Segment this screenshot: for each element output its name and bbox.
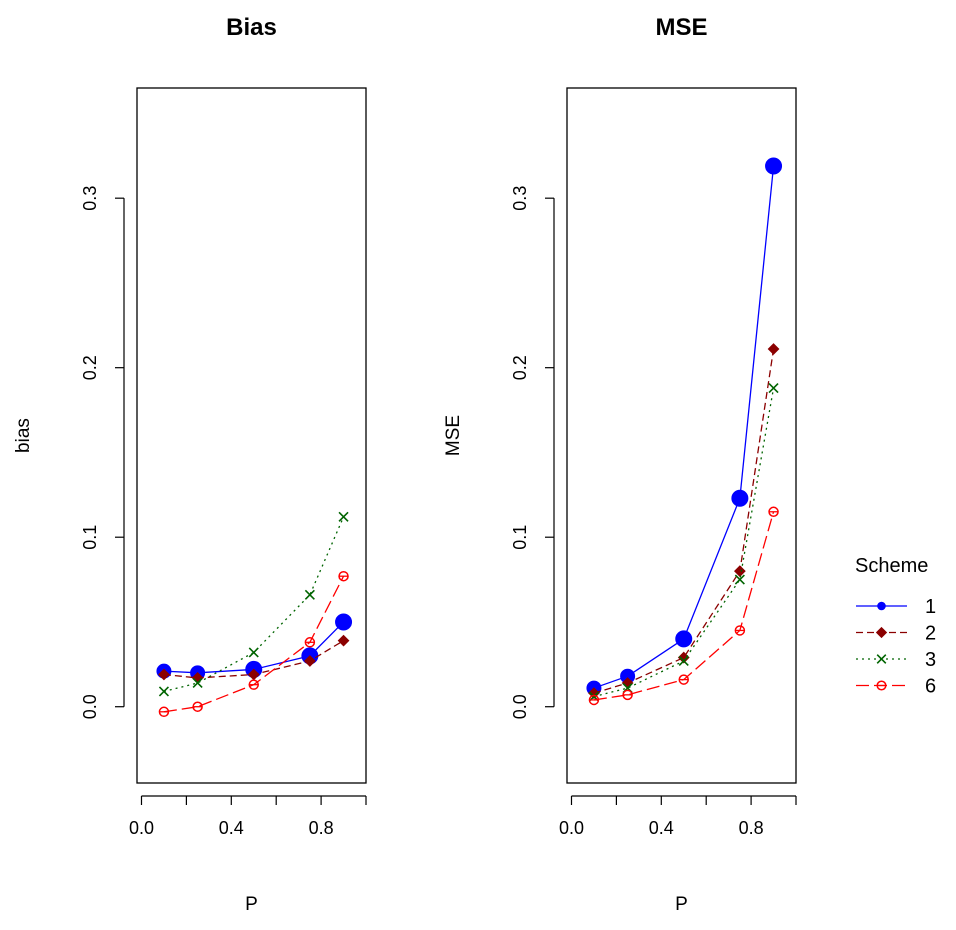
y-tick-label: 0.3 [510, 186, 530, 211]
panel-mse: MSE 0.0 0.4 0.8 P 0.0 0.1 0.2 0.3 MSE [443, 14, 797, 915]
x-tick-label: 0.0 [129, 818, 154, 838]
x-tick-label: 0.4 [219, 818, 244, 838]
legend-marker [875, 626, 888, 639]
y-tick-label: 0.2 [510, 355, 530, 380]
plot-frame [136, 87, 367, 784]
legend-label: 2 [925, 623, 936, 645]
legend-marker [876, 654, 887, 664]
data-point [248, 647, 259, 658]
series-6 [588, 506, 779, 706]
chart-title: Bias [226, 14, 277, 41]
data-point [303, 655, 316, 667]
series-2 [588, 343, 780, 700]
legend-item-1: 1 [856, 596, 936, 618]
data-point [733, 565, 746, 577]
y-axis: 0.0 0.1 0.2 0.3 bias [13, 186, 125, 719]
y-axis-label: MSE [443, 415, 464, 456]
legend-item-2: 2 [856, 623, 936, 645]
series-line [593, 511, 775, 701]
data-point [338, 570, 349, 582]
data-point [338, 511, 349, 522]
data-point [337, 634, 350, 647]
series-line [593, 348, 775, 694]
x-axis-label: P [245, 894, 258, 915]
data-point [158, 686, 170, 697]
y-tick-label: 0.0 [80, 694, 100, 719]
data-point [768, 506, 779, 518]
y-axis: 0.0 0.1 0.2 0.3 MSE [443, 186, 555, 719]
data-point [588, 694, 600, 706]
data-point [335, 613, 353, 631]
series-3 [158, 511, 349, 697]
y-tick-label: 0.2 [80, 355, 100, 380]
data-point [675, 630, 693, 648]
legend-item-6: 6 [856, 676, 936, 698]
legend-label: 1 [925, 596, 936, 618]
data-point [767, 343, 780, 355]
chart-title: MSE [655, 14, 707, 41]
x-tick-label: 0.0 [559, 818, 584, 838]
legend: Scheme 1 2 3 6 [855, 555, 936, 698]
series-line [593, 165, 775, 689]
data-point [622, 689, 633, 701]
data-point [678, 655, 689, 667]
legend-label: 3 [925, 649, 936, 671]
series-2 [158, 634, 350, 684]
x-tick-label: 0.8 [739, 818, 764, 838]
data-point [158, 668, 170, 681]
data-point [158, 706, 170, 718]
data-point [734, 625, 746, 636]
panel-bias: Bias 0.0 0.4 0.8 P 0.0 0.1 0.2 0.3 bias [13, 14, 367, 915]
y-tick-label: 0.3 [80, 186, 100, 211]
data-point [588, 687, 600, 700]
x-axis: 0.0 0.4 0.8 P [559, 795, 797, 915]
x-tick-label: 0.4 [649, 818, 674, 838]
series-1 [586, 157, 783, 696]
y-tick-label: 0.1 [80, 525, 100, 550]
data-point [192, 701, 203, 712]
y-tick-label: 0.1 [510, 525, 530, 550]
legend-marker [877, 601, 886, 611]
legend-marker [876, 680, 887, 691]
data-point [304, 589, 315, 600]
data-point [734, 574, 745, 585]
x-tick-label: 0.8 [309, 818, 334, 838]
data-point [248, 679, 259, 690]
legend-label: 6 [925, 676, 936, 698]
data-point [765, 157, 783, 175]
x-axis-label: P [675, 894, 688, 915]
legend-item-3: 3 [856, 649, 936, 671]
data-point [678, 674, 689, 685]
data-point [192, 677, 203, 689]
series-6 [158, 570, 349, 718]
y-axis-label: bias [13, 418, 34, 453]
x-axis: 0.0 0.4 0.8 P [129, 795, 367, 915]
data-point [304, 637, 316, 648]
y-tick-label: 0.0 [510, 694, 530, 719]
series-line [163, 575, 345, 713]
plot-frame [566, 87, 797, 784]
legend-title: Scheme [855, 555, 928, 577]
data-point [768, 382, 779, 394]
data-point [731, 489, 749, 507]
